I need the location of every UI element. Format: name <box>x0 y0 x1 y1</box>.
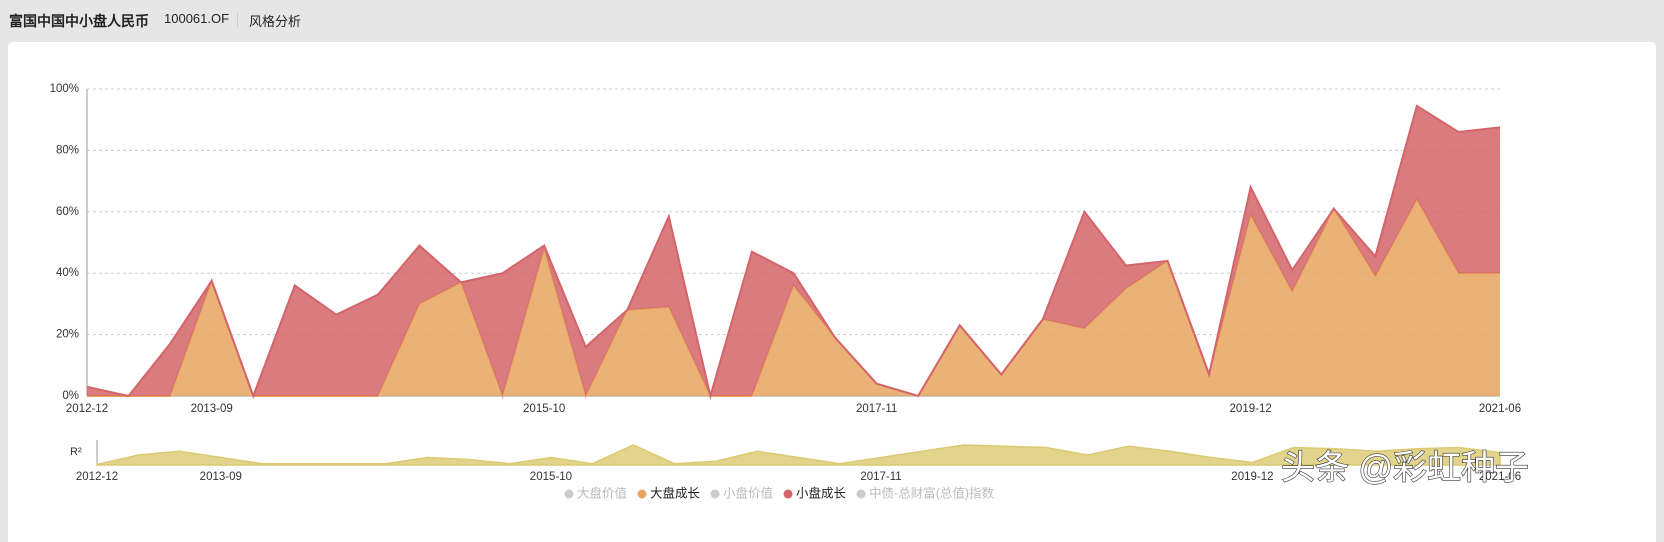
legend-label[interactable]: 大盘成长 <box>650 485 701 500</box>
r2-x-tick-label: 2013-09 <box>200 471 242 483</box>
tab[interactable]: 风格分析 <box>249 14 302 29</box>
x-tick-label: 2012-12 <box>66 403 108 415</box>
x-tick-label: 2019-12 <box>1230 403 1272 415</box>
y-tick-label: 100% <box>50 83 79 95</box>
legend-marker <box>637 489 647 499</box>
y-tick-label: 0% <box>62 390 79 402</box>
fund-code: 100061.OF <box>164 11 230 26</box>
fund-name: 富国中国中小盘人民币 <box>9 13 149 29</box>
header: 富国中国中小盘人民币 100061.OF 风格分析 <box>0 0 1664 42</box>
legend-label[interactable]: 小盘价值 <box>723 485 773 500</box>
legend-marker <box>564 489 574 499</box>
x-tick-label: 2015-10 <box>523 403 565 415</box>
legend-label[interactable]: 大盘价值 <box>577 485 627 500</box>
legend-marker <box>710 489 720 499</box>
r2-label: R² <box>70 446 82 458</box>
area-line <box>86 104 1501 400</box>
r2-area <box>96 444 1501 466</box>
r2-x-tick-label: 2017-11 <box>860 471 901 483</box>
y-tick-label: 20% <box>56 329 79 341</box>
watermark: 头条 @彩虹种子 <box>1281 449 1529 487</box>
r2-x-tick-label: 2021-06 <box>1479 471 1521 483</box>
x-tick-label: 2013-09 <box>191 403 233 415</box>
y-tick-label: 80% <box>56 144 79 156</box>
x-tick-label: 2021-06 <box>1479 403 1521 415</box>
legend-label[interactable]: 中债-总财富(总值)指数 <box>869 485 994 500</box>
y-tick-label: 60% <box>56 206 79 218</box>
divider <box>237 13 238 27</box>
legend-label[interactable]: 小盘成长 <box>796 485 847 500</box>
legend-marker <box>783 489 793 499</box>
r2-x-tick-label: 2019-12 <box>1231 471 1273 483</box>
y-tick-label: 40% <box>56 267 79 279</box>
r2-x-tick-label: 2015-10 <box>530 471 572 483</box>
area <box>87 199 1500 396</box>
x-tick-label: 2017-11 <box>856 403 897 415</box>
legend-marker <box>856 489 866 499</box>
r2-x-tick-label: 2012-12 <box>76 471 118 483</box>
